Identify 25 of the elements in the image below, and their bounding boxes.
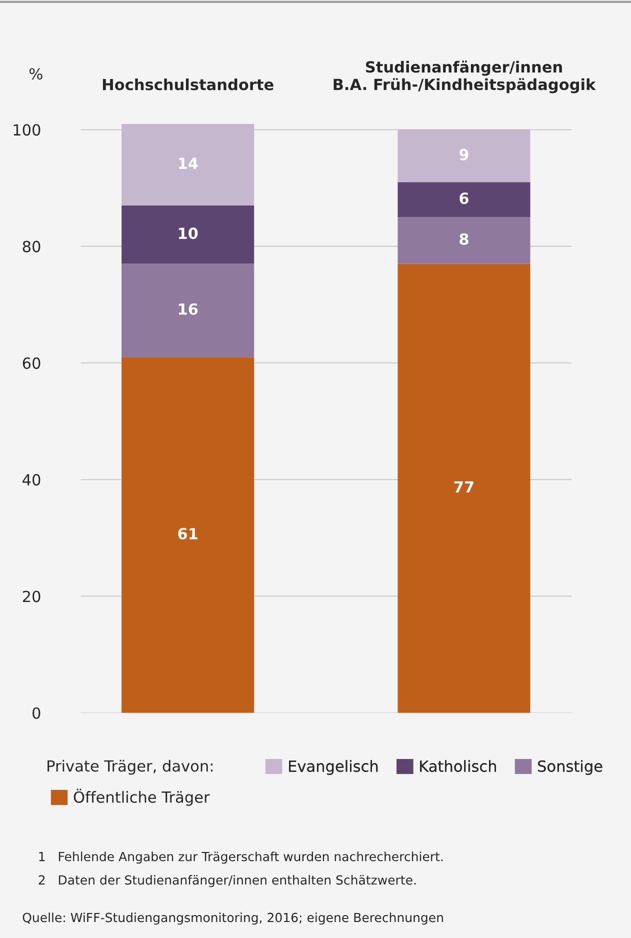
data-label: 14 bbox=[178, 158, 198, 169]
legend-label: Evangelisch bbox=[289, 760, 378, 775]
y-tick-label: 100 bbox=[14, 124, 40, 136]
y-tick-label: 0 bbox=[32, 707, 40, 719]
data-label: 10 bbox=[178, 228, 198, 240]
y-axis-title: % bbox=[29, 68, 42, 80]
data-label: 77 bbox=[454, 481, 474, 493]
data-label: 16 bbox=[178, 303, 198, 315]
source-note: Quelle: WiFF-Studiengangsmonitoring, 2016; eigene Berechnungen bbox=[22, 912, 443, 925]
y-tick-label: 80 bbox=[22, 240, 40, 252]
y-tick-label: 40 bbox=[22, 474, 40, 486]
x-tick-label: Studienanfänger/innen B.A. Früh-/Kindheitspädagogik bbox=[334, 60, 596, 94]
legend-label: Öffentliche Träger bbox=[74, 788, 210, 806]
x-tick-label: Hochschulstandorte bbox=[102, 78, 274, 90]
text: 2 Daten der Studienanfänger/innen enthalten Schätzwerte. bbox=[38, 875, 416, 888]
data-label: 8 bbox=[460, 233, 468, 245]
data-label: 9 bbox=[459, 148, 468, 160]
legend-label: Katholisch bbox=[420, 760, 496, 772]
legend-title: Private Träger, davon: bbox=[48, 760, 212, 775]
data-label: 6 bbox=[460, 192, 468, 204]
y-tick-label: 60 bbox=[22, 357, 40, 369]
data-label: 61 bbox=[178, 528, 198, 540]
legend-label: Sonstige bbox=[538, 760, 602, 775]
text: 1 Fehlende Angaben zur Trägerschaft wurden nachrecherchiert. bbox=[39, 852, 443, 864]
y-tick-label: 20 bbox=[22, 590, 40, 602]
